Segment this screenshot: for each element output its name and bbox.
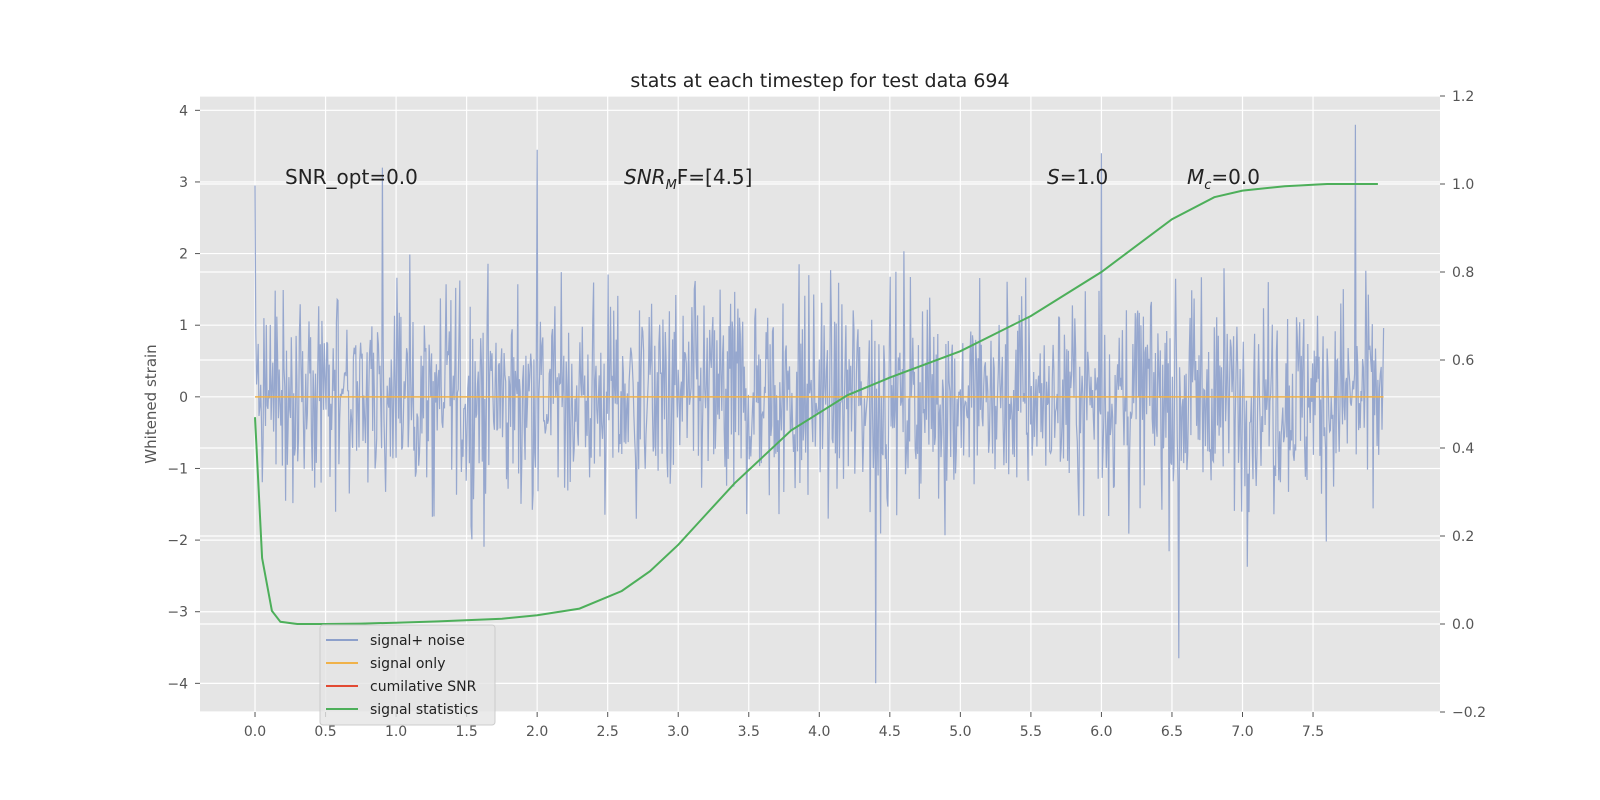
y-right-tick-label: 0.6 <box>1452 353 1474 369</box>
y-tick-label: −2 <box>167 533 188 549</box>
legend-label-signal-only: signal only <box>370 656 445 672</box>
y-right-tick-label: 0.0 <box>1452 617 1474 633</box>
legend-label-signal-statistics: signal statistics <box>370 702 478 718</box>
x-tick-label: 1.0 <box>385 724 407 740</box>
y-tick-label: 0 <box>179 390 188 406</box>
x-tick-label: 4.5 <box>879 724 901 740</box>
x-tick-label: 3.0 <box>667 724 689 740</box>
s-value: =1.0 <box>1060 165 1109 189</box>
snr-mf-sub: M <box>666 178 677 193</box>
x-axis: 0.0 0.5 1.0 1.5 2.0 2.5 3.0 3.5 4.0 4.5 5.0 5.5 6.0 6… <box>244 712 1324 740</box>
x-tick-label: 1.5 <box>455 724 477 740</box>
y-axis-right: −0.2 0.0 0.2 0.4 0.6 0.8 1.0 1.2 <box>1440 89 1486 721</box>
annotation-s: S=1.0 <box>1047 165 1108 189</box>
x-tick-label: 2.0 <box>526 724 548 740</box>
y-tick-label: −3 <box>167 605 188 621</box>
y-tick-label: 2 <box>179 247 188 263</box>
series-layer <box>254 124 1385 684</box>
x-tick-label: 6.5 <box>1161 724 1183 740</box>
y-right-tick-label: 0.2 <box>1452 529 1474 545</box>
x-tick-label: 7.0 <box>1231 724 1253 740</box>
legend: signal+ noise signal only cumilative SNR… <box>319 624 496 726</box>
y-tick-label: −4 <box>167 676 188 692</box>
x-tick-label: 7.5 <box>1302 724 1324 740</box>
x-tick-label: 6.0 <box>1090 724 1112 740</box>
annotation-snr-opt: SNR_opt=0.0 <box>285 165 418 189</box>
y-axis-label: Whitened strain <box>142 344 160 463</box>
y-axis-left: −4 −3 −2 −1 0 1 2 3 4 <box>167 103 200 692</box>
snr-mf-main: SNR <box>624 165 666 189</box>
x-tick-label: 2.5 <box>597 724 619 740</box>
y-right-tick-label: 1.0 <box>1452 177 1474 193</box>
series-signal-noise-line <box>254 124 1385 684</box>
y-tick-label: 3 <box>179 175 188 191</box>
x-tick-label: 5.5 <box>1020 724 1042 740</box>
y-tick-label: 4 <box>179 103 188 119</box>
y-tick-label: 1 <box>179 318 188 334</box>
x-tick-label: 3.5 <box>738 724 760 740</box>
y-tick-label: −1 <box>167 461 188 477</box>
y-right-tick-label: −0.2 <box>1452 705 1486 721</box>
x-tick-label: 4.0 <box>808 724 830 740</box>
x-tick-label: 0.0 <box>244 724 266 740</box>
y-right-tick-label: 0.4 <box>1452 441 1474 457</box>
annotation-mc: Mc=0.0 <box>1187 165 1260 193</box>
annotation-snr-mf: SNRMF=[4.5] <box>624 165 752 193</box>
chart-title: stats at each timestep for test data 694 <box>630 70 1009 92</box>
legend-box <box>319 624 496 726</box>
mc-variable: M <box>1187 165 1204 189</box>
series-signal-statistics-line <box>254 183 1378 625</box>
x-tick-label: 0.5 <box>314 724 336 740</box>
x-tick-label: 5.0 <box>949 724 971 740</box>
legend-label-cumulative-snr: cumilative SNR <box>370 679 477 695</box>
mc-value: =0.0 <box>1211 165 1260 189</box>
legend-label-signal-noise: signal+ noise <box>370 633 465 649</box>
y-right-tick-label: 1.2 <box>1452 89 1474 105</box>
s-variable: S <box>1047 165 1060 189</box>
y-right-tick-label: 0.8 <box>1452 265 1474 281</box>
snr-mf-rest: F=[4.5] <box>677 165 753 189</box>
mc-subscript: c <box>1204 178 1211 193</box>
